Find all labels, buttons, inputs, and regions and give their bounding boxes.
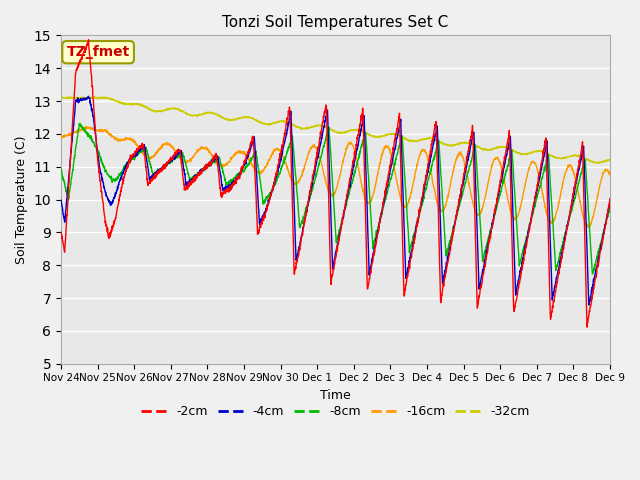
-16cm	[83, 124, 90, 130]
Line: -32cm: -32cm	[61, 96, 610, 163]
-8cm	[351, 167, 359, 173]
-32cm	[211, 110, 218, 116]
-4cm	[495, 189, 503, 194]
-4cm	[606, 198, 614, 204]
-2cm	[351, 148, 359, 154]
Line: -16cm: -16cm	[61, 127, 610, 228]
-32cm	[573, 153, 580, 158]
-2cm	[57, 229, 65, 235]
-32cm	[595, 160, 603, 166]
-16cm	[364, 199, 371, 205]
-32cm	[495, 145, 503, 151]
-8cm	[364, 160, 371, 166]
Line: -8cm: -8cm	[61, 123, 610, 274]
-8cm	[573, 187, 580, 193]
-4cm	[57, 197, 65, 203]
-4cm	[585, 302, 593, 308]
-16cm	[606, 172, 614, 178]
-32cm	[606, 157, 614, 163]
-2cm	[495, 186, 503, 192]
-4cm	[84, 94, 92, 99]
Text: TZ_fmet: TZ_fmet	[67, 45, 130, 59]
-32cm	[364, 131, 371, 137]
-8cm	[558, 244, 566, 250]
-4cm	[558, 252, 566, 258]
-16cm	[495, 158, 503, 164]
Line: -4cm: -4cm	[61, 96, 610, 305]
Title: Tonzi Soil Temperatures Set C: Tonzi Soil Temperatures Set C	[222, 15, 449, 30]
-32cm	[90, 94, 98, 99]
-16cm	[351, 152, 359, 158]
-2cm	[573, 171, 580, 177]
-16cm	[211, 156, 218, 162]
Legend: -2cm, -4cm, -8cm, -16cm, -32cm: -2cm, -4cm, -8cm, -16cm, -32cm	[136, 400, 534, 423]
-16cm	[585, 225, 593, 230]
-8cm	[76, 120, 84, 126]
-32cm	[57, 96, 65, 101]
-8cm	[589, 271, 596, 277]
-2cm	[84, 37, 92, 43]
-8cm	[211, 159, 218, 165]
-8cm	[495, 195, 503, 201]
-4cm	[211, 155, 218, 161]
-2cm	[364, 286, 371, 292]
-16cm	[57, 134, 65, 140]
-4cm	[351, 154, 359, 160]
Y-axis label: Soil Temperature (C): Soil Temperature (C)	[15, 135, 28, 264]
-8cm	[57, 168, 65, 173]
-2cm	[211, 155, 218, 160]
-32cm	[351, 127, 359, 133]
-16cm	[573, 183, 580, 189]
X-axis label: Time: Time	[320, 389, 351, 402]
-8cm	[606, 204, 614, 210]
-32cm	[558, 156, 566, 162]
-2cm	[583, 324, 591, 330]
-16cm	[558, 185, 566, 191]
-2cm	[558, 256, 566, 262]
Line: -2cm: -2cm	[61, 40, 610, 327]
-2cm	[606, 196, 614, 202]
-4cm	[364, 216, 371, 221]
-4cm	[573, 177, 580, 183]
